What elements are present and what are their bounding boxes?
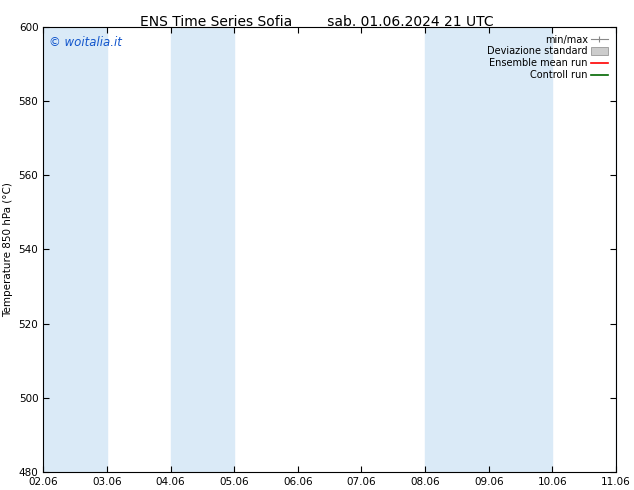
Bar [616, 27, 634, 472]
Legend: min/max, Deviazione standard, Ensemble mean run, Controll run: min/max, Deviazione standard, Ensemble m… [484, 31, 611, 83]
Text: ENS Time Series Sofia        sab. 01.06.2024 21 UTC: ENS Time Series Sofia sab. 01.06.2024 21… [140, 15, 494, 29]
Y-axis label: Temperature 850 hPa (°C): Temperature 850 hPa (°C) [3, 182, 13, 317]
Text: © woitalia.it: © woitalia.it [49, 36, 122, 49]
Bar [43, 27, 107, 472]
Bar [171, 27, 234, 472]
Bar [425, 27, 552, 472]
